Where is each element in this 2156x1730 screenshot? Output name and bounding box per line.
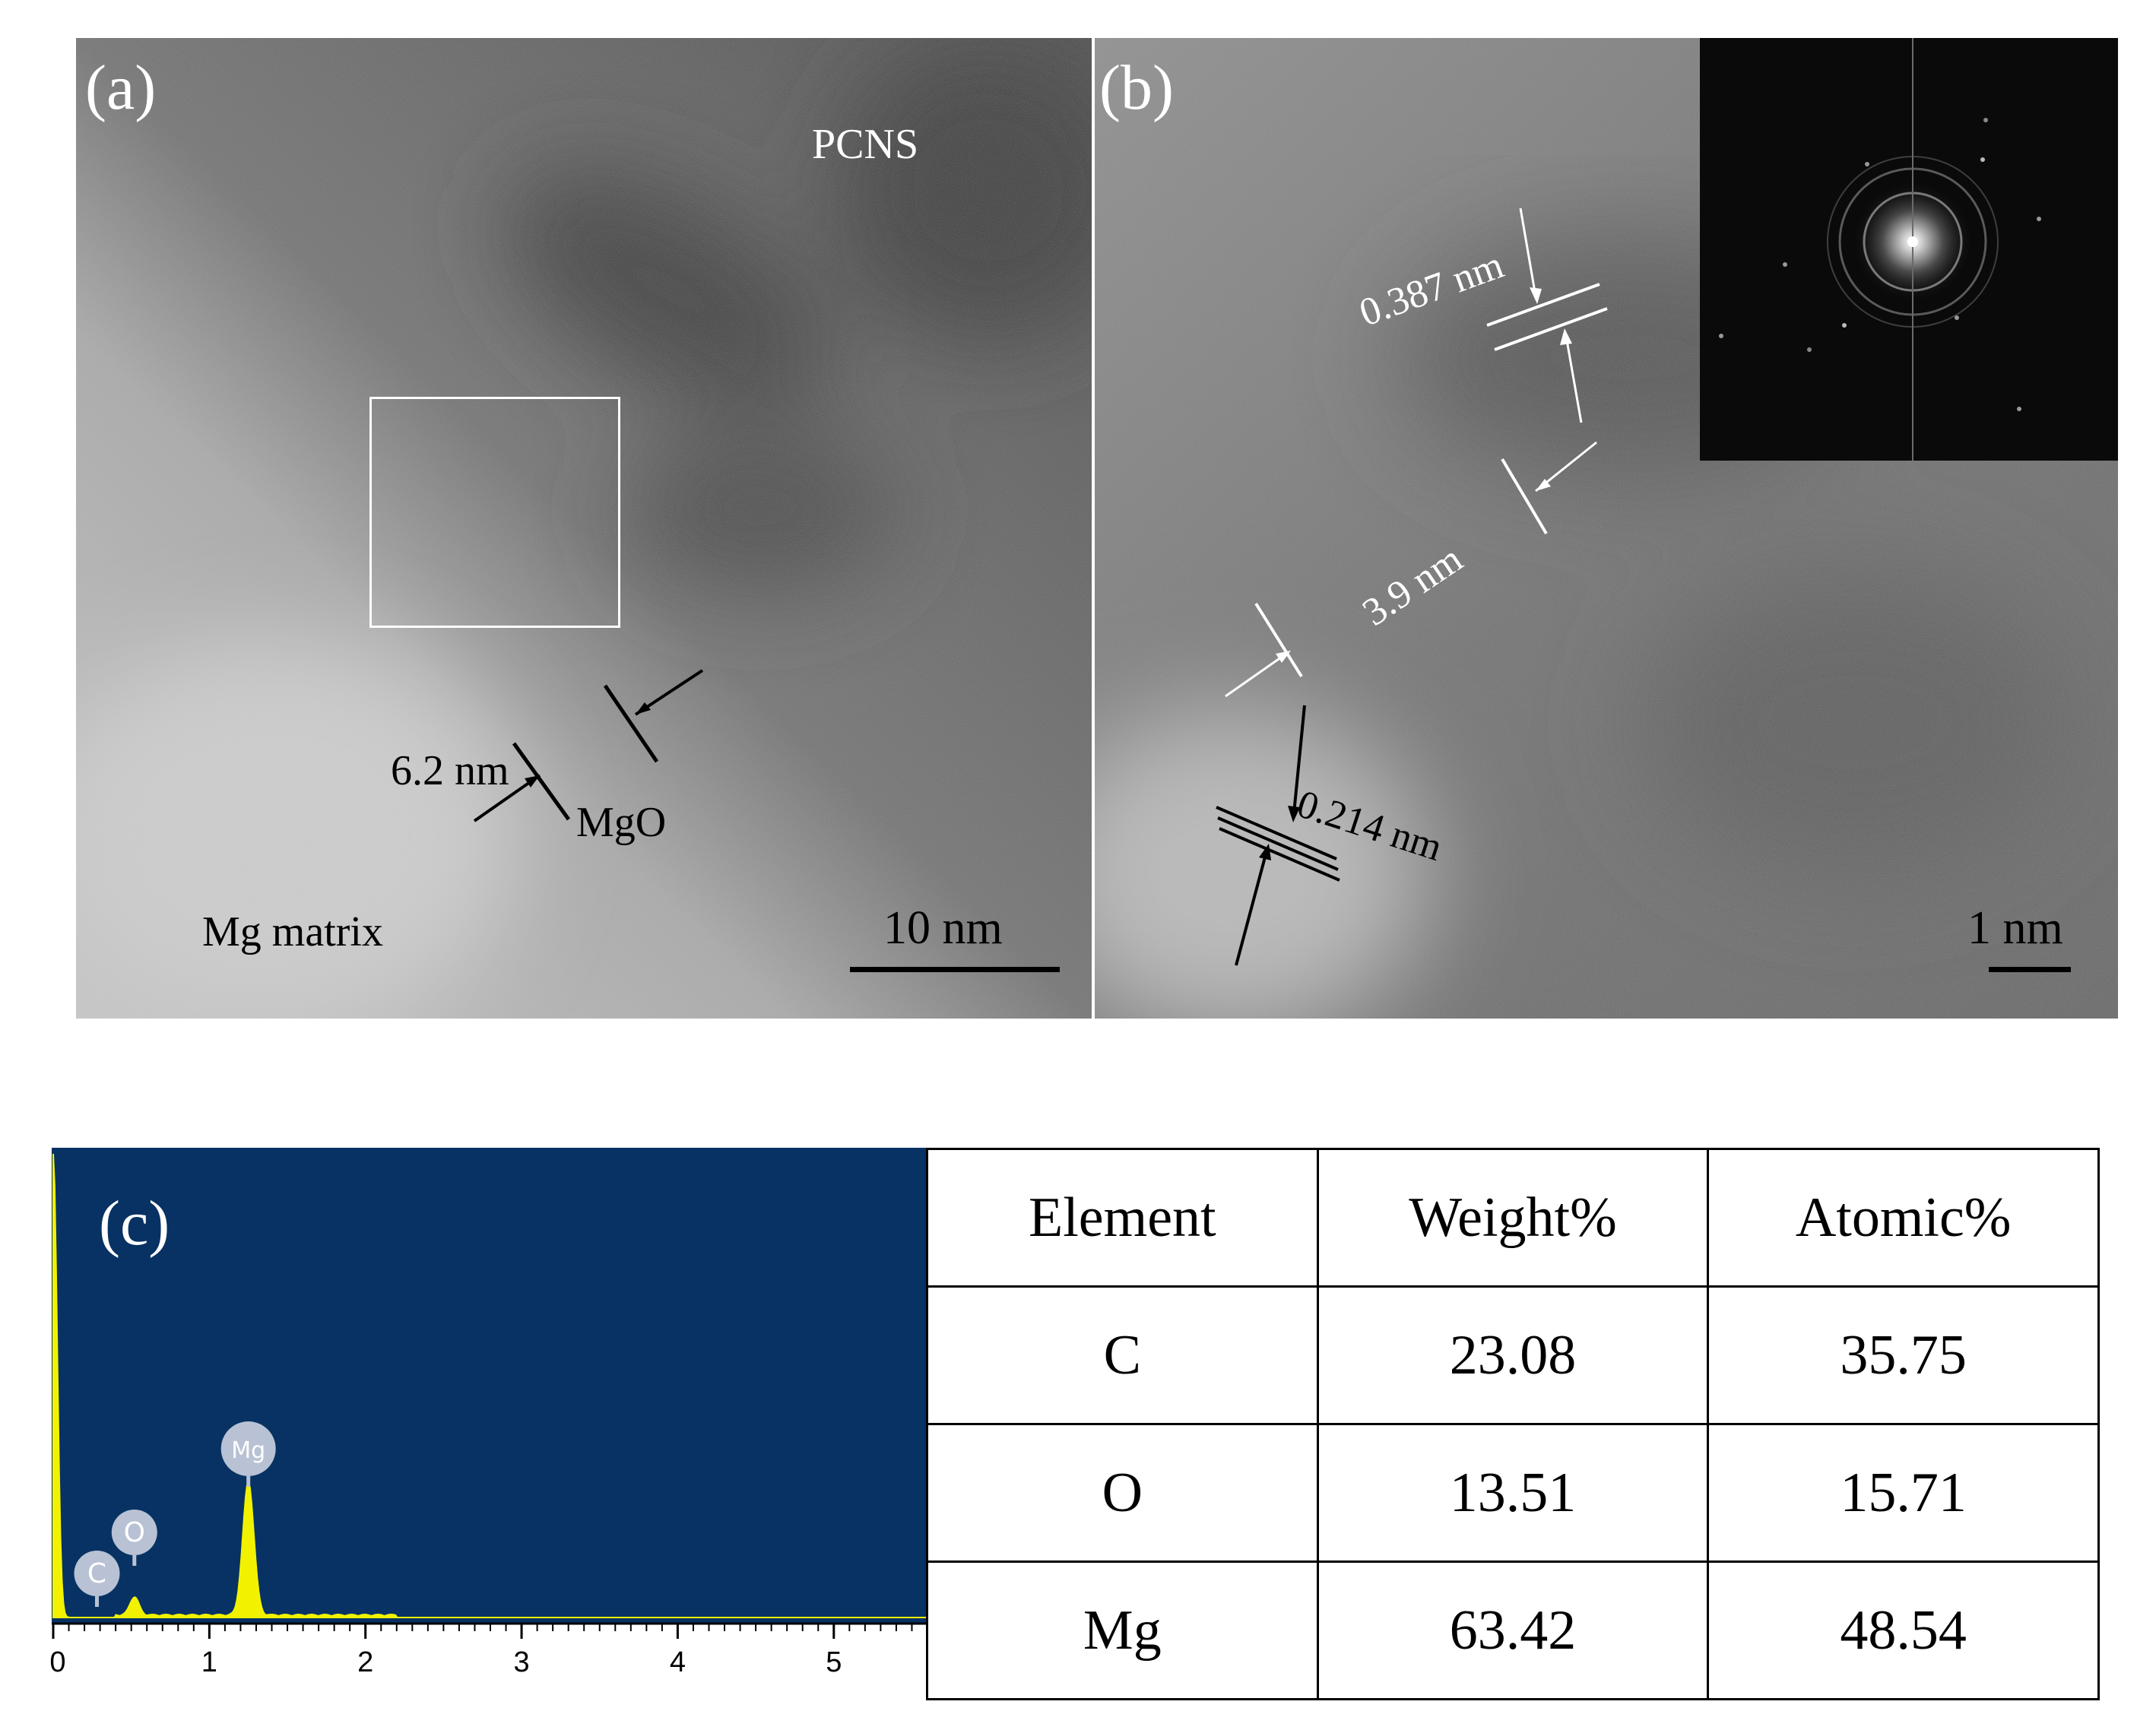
diffraction-pattern <box>1719 38 2041 461</box>
peak-marker-o: O <box>111 1510 157 1566</box>
thickness-label-a: 6.2 nm <box>391 747 509 794</box>
x-tick-label: 2 <box>357 1646 374 1678</box>
peak-label: Mg <box>231 1437 265 1464</box>
table-cell: 63.42 <box>1316 1560 1710 1700</box>
mg-matrix-label: Mg matrix <box>202 908 383 955</box>
table-cell: C <box>926 1285 1319 1425</box>
table-header-cell: Weight% <box>1316 1148 1710 1288</box>
table-row: O 13.51 15.71 <box>926 1423 2100 1563</box>
x-tick-label: 4 <box>669 1646 686 1678</box>
spectrum-curve <box>52 1153 927 1618</box>
fft-inset <box>1700 38 2118 461</box>
x-tick-label: 0 <box>49 1646 66 1678</box>
spectrum-background <box>52 1148 927 1624</box>
peak-label: O <box>124 1517 145 1548</box>
table-cell: 35.75 <box>1707 1285 2100 1425</box>
panel-label-a: (a) <box>85 52 157 123</box>
table-header-cell: Element <box>926 1148 1319 1288</box>
scale-bar-label-b: 1 nm <box>1967 902 2063 954</box>
x-tick-label: 3 <box>513 1646 530 1678</box>
peak-marker-c: C <box>74 1551 120 1607</box>
x-tick-label: 1 <box>201 1646 217 1678</box>
scale-bar-b <box>1989 967 2071 972</box>
tem-image-a: (a) PCNS 6.2 nm MgO Mg matrix 10 nm <box>76 38 1092 1019</box>
table-cell: Mg <box>926 1560 1319 1700</box>
pcns-label: PCNS <box>812 121 919 168</box>
table-cell: 13.51 <box>1316 1423 1710 1563</box>
eds-x-axis-ticks <box>52 1622 928 1639</box>
panel-label-b: (b) <box>1099 52 1174 123</box>
x-tick-label: 5 <box>826 1646 842 1678</box>
table-row: Mg 63.42 48.54 <box>926 1560 2100 1700</box>
panel-label-c: (c) <box>99 1188 170 1259</box>
table-cell: 15.71 <box>1707 1423 2100 1563</box>
thickness-markers-a <box>473 669 704 822</box>
peak-marker-mg: Mg <box>220 1421 276 1487</box>
scale-bar-label-a: 10 nm <box>883 902 1003 954</box>
eds-spectrum-plot: CO Mg <box>52 1148 927 1624</box>
table-cell: O <box>926 1423 1319 1563</box>
table-header-cell: Atomic% <box>1707 1148 2100 1288</box>
eds-x-axis: 0 1 2 3 4 5 <box>49 1622 928 1698</box>
composition-table: Element Weight% Atomic% C 23.08 35.75 O … <box>926 1148 2100 1700</box>
hrtem-image-b: (b) 0.387 nm 3.9 nm 0.214 nm 1 nm <box>1095 38 2118 1019</box>
table-cell: 23.08 <box>1316 1285 1710 1425</box>
scale-bar-a <box>850 967 1060 972</box>
table-row: C 23.08 35.75 <box>926 1285 2100 1425</box>
region-box <box>369 397 620 628</box>
mgo-label: MgO <box>576 799 667 846</box>
eds-spectrum: C O Mg (c) <box>52 1148 927 1624</box>
tem-image-a-texture <box>76 38 1092 1019</box>
peak-label: C <box>87 1558 106 1589</box>
table-cell: 48.54 <box>1707 1560 2100 1700</box>
table-header-row: Element Weight% Atomic% <box>926 1148 2100 1288</box>
